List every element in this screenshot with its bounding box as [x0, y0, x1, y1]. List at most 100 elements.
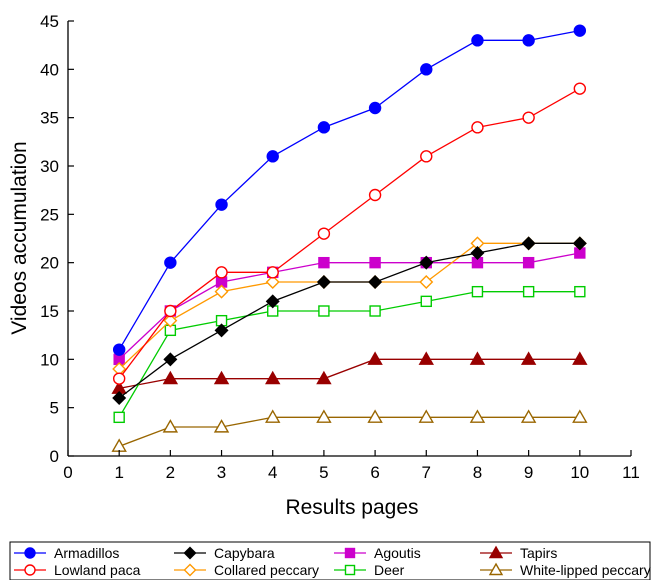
legend-item-deer: Deer	[334, 562, 405, 578]
data-point-capybara	[419, 255, 434, 270]
legend-marker	[183, 546, 197, 560]
legend-box	[9, 541, 651, 580]
legend-item-agoutis: Agoutis	[334, 545, 421, 561]
data-point-armadillos	[266, 150, 279, 163]
data-point-white-lipped-peccary	[162, 419, 179, 433]
x-tick-label: 9	[524, 463, 533, 482]
y-tick-label: 15	[40, 302, 59, 321]
y-tick-label: 25	[40, 205, 59, 224]
data-point-armadillos	[368, 101, 382, 115]
data-point-capybara	[163, 352, 178, 367]
series-line-deer	[118, 291, 580, 418]
legend-marker	[344, 564, 356, 576]
data-point-lowland-paca	[215, 266, 228, 279]
data-point-collared-peccary	[265, 275, 280, 289]
x-tick-label: 6	[370, 463, 379, 482]
data-point-white-lipped-peccary	[418, 409, 434, 423]
legend-label: Collared peccary	[214, 562, 319, 578]
data-point-tapirs	[418, 351, 434, 365]
legend-marker	[24, 547, 36, 559]
series-collared-peccary	[112, 236, 587, 376]
data-point-lowland-paca	[164, 304, 177, 318]
series-line-capybara	[118, 242, 580, 399]
data-point-capybara	[470, 246, 485, 260]
legend-label: Agoutis	[374, 545, 421, 561]
data-point-capybara	[265, 294, 280, 309]
data-point-white-lipped-peccary	[265, 409, 281, 423]
data-point-lowland-paca	[420, 150, 433, 163]
data-point-white-lipped-peccary	[316, 409, 332, 423]
legend-item-tapirs: Tapirs	[480, 545, 557, 561]
series-line-white-lipped-peccary	[118, 416, 580, 447]
legend-item-white-lipped-peccary: White-lipped peccary	[480, 562, 651, 578]
x-tick-label: 8	[473, 463, 482, 482]
y-axis-title: Videos accumulation	[8, 141, 31, 334]
legend-marker	[344, 547, 356, 559]
data-point-tapirs	[162, 370, 179, 385]
x-tick-label: 7	[422, 463, 431, 482]
series-line-tapirs	[119, 358, 580, 389]
y-tick-label: 20	[40, 254, 59, 273]
legend-marker	[488, 545, 504, 559]
data-point-deer	[369, 305, 381, 317]
x-tick-label: 1	[114, 463, 123, 482]
legend-marker	[488, 562, 504, 576]
data-point-deer	[574, 285, 586, 298]
data-point-deer	[420, 295, 432, 308]
x-tick-label: 3	[217, 463, 226, 482]
series-armadillos	[112, 24, 587, 356]
legend-label: Deer	[374, 562, 405, 578]
x-tick-label: 5	[319, 463, 328, 482]
data-point-white-lipped-peccary	[111, 438, 127, 452]
data-point-agoutis	[318, 256, 330, 269]
legend-item-capybara: Capybara	[174, 545, 275, 561]
data-point-armadillos	[164, 256, 177, 269]
x-axis-title: Results pages	[285, 496, 418, 519]
legend-marker	[183, 563, 197, 577]
legend-label: Armadillos	[54, 545, 119, 561]
data-point-lowland-paca	[522, 111, 535, 124]
data-point-tapirs	[213, 370, 230, 385]
data-point-armadillos	[522, 34, 535, 47]
data-point-capybara	[214, 323, 229, 338]
y-tick-label: 30	[40, 157, 59, 176]
data-point-armadillos	[471, 34, 484, 47]
legend-item-lowland-paca: Lowland paca	[14, 562, 141, 578]
data-point-armadillos	[420, 63, 433, 76]
x-tick-label: 2	[166, 463, 175, 482]
y-tick-label: 40	[40, 60, 59, 79]
series-lowland-paca	[112, 82, 587, 385]
data-point-tapirs	[367, 351, 383, 365]
data-point-lowland-paca	[317, 227, 331, 240]
legend-marker	[24, 564, 36, 576]
data-point-agoutis	[522, 256, 535, 269]
data-point-capybara	[521, 236, 536, 251]
legend-label: Lowland paca	[54, 562, 141, 578]
data-point-deer	[522, 285, 535, 298]
data-point-white-lipped-peccary	[572, 409, 588, 423]
y-tick-label: 5	[50, 399, 59, 418]
data-point-lowland-paca	[471, 121, 484, 134]
data-point-collared-peccary	[163, 313, 178, 328]
data-point-tapirs	[265, 370, 281, 385]
data-point-lowland-paca	[112, 372, 126, 385]
data-point-tapirs	[316, 370, 332, 385]
data-point-capybara	[112, 391, 127, 405]
y-tick-label: 35	[40, 109, 59, 128]
data-point-armadillos	[215, 198, 228, 211]
data-point-white-lipped-peccary	[367, 409, 383, 423]
series-deer	[113, 285, 586, 424]
x-tick-label: 11	[622, 463, 640, 482]
data-point-white-lipped-peccary	[520, 409, 537, 423]
legend-item-armadillos: Armadillos	[14, 545, 119, 561]
series-agoutis	[113, 247, 586, 366]
data-point-deer	[113, 411, 125, 424]
data-point-collared-peccary	[214, 284, 229, 299]
x-tick-label: 4	[268, 463, 277, 482]
data-point-deer	[471, 285, 484, 298]
legend-item-collared-peccary: Collared peccary	[174, 562, 319, 578]
data-point-tapirs	[572, 351, 588, 365]
